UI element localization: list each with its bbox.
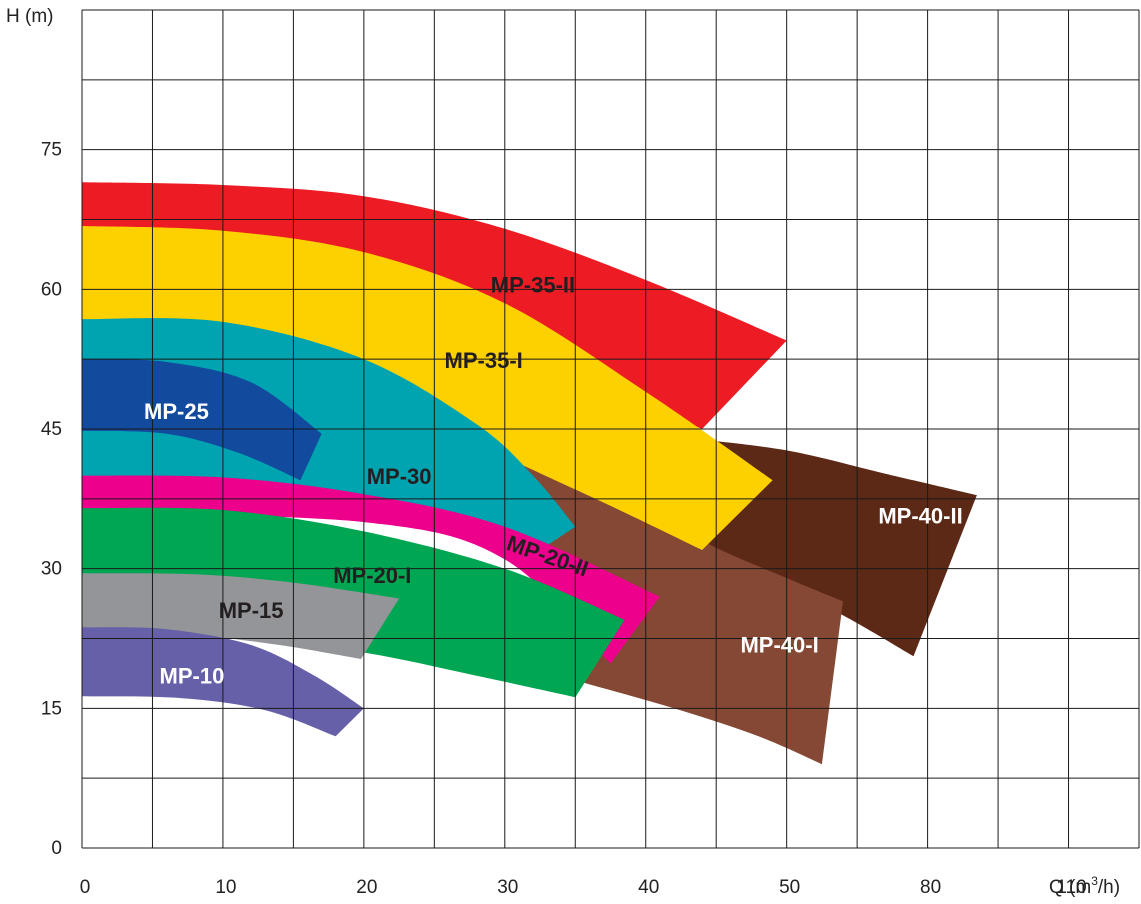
grid-lines: [81, 9, 1140, 849]
x-tick-label: 40: [638, 877, 659, 898]
band-mp-35-i: [82, 226, 773, 550]
x-axis-title-tail: /h): [1098, 877, 1120, 898]
band-mp-15: [82, 573, 400, 659]
x-tick-label: 0: [80, 877, 91, 898]
x-tick-label: 10: [215, 877, 236, 898]
x-tick-label: 30: [497, 877, 518, 898]
y-axis-title: H (m): [6, 6, 53, 27]
x-axis-ticks: 0 10 20 30 40 50 80 110: [80, 877, 1087, 898]
y-tick-label: 30: [41, 559, 62, 580]
band-label-mp-40-i: MP-40-I: [740, 633, 818, 658]
band-mp-25: [82, 359, 322, 481]
band-label-mp-35-i: MP-35-I: [445, 348, 523, 373]
x-tick-label: 80: [920, 877, 941, 898]
y-axis-ticks: 0 15 30 45 60 75: [41, 140, 62, 859]
band-label-mp-40-ii: MP-40-II: [878, 503, 962, 528]
y-tick-label: 45: [41, 419, 62, 440]
x-tick-label: 50: [779, 877, 800, 898]
y-tick-label: 60: [41, 279, 62, 300]
x-axis-title-superscript: 3: [1091, 874, 1098, 888]
band-label-mp-20-i: MP-20-I: [333, 563, 411, 588]
x-axis-title: Q (m3/h): [1049, 874, 1120, 898]
x-tick-label: 20: [356, 877, 377, 898]
band-mp-40-i: [504, 447, 843, 765]
band-label-mp-15: MP-15: [219, 598, 284, 623]
y-tick-label: 75: [41, 140, 62, 161]
band-label-mp-35-ii: MP-35-II: [491, 272, 575, 297]
band-label-mp-30: MP-30: [367, 464, 432, 489]
x-tick-label: 110: [1056, 877, 1086, 898]
band-label-mp-10: MP-10: [160, 663, 225, 688]
band-label-mp-25: MP-25: [144, 399, 209, 424]
y-tick-label: 15: [41, 698, 62, 719]
y-tick-label: 0: [51, 838, 62, 859]
